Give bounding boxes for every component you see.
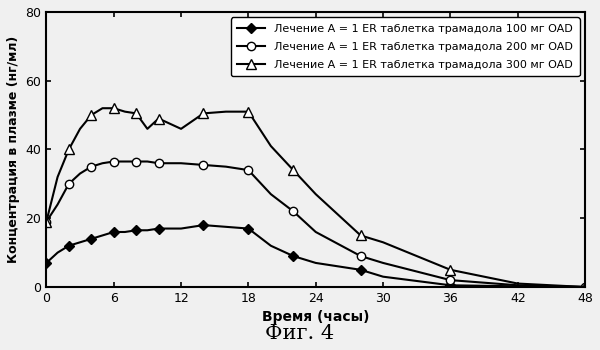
Лечение А = 1 ER таблетка трамадола 100 мг OAD: [178, 226, 185, 231]
Лечение А = 1 ER таблетка трамадола 200 мг OAD: [88, 164, 95, 169]
Лечение А = 1 ER таблетка трамадола 200 мг OAD: [267, 192, 274, 196]
Лечение А = 1 ER таблетка трамадола 300 мг OAD: [76, 127, 83, 131]
Лечение А = 1 ER таблетка трамадола 200 мг OAD: [581, 285, 589, 289]
Лечение А = 1 ER таблетка трамадола 200 мг OAD: [312, 230, 319, 234]
Лечение А = 1 ER таблетка трамадола 100 мг OAD: [267, 244, 274, 248]
Лечение А = 1 ER таблетка трамадола 300 мг OAD: [65, 147, 73, 152]
Лечение А = 1 ER таблетка трамадола 100 мг OAD: [43, 261, 50, 265]
Лечение А = 1 ER таблетка трамадола 200 мг OAD: [447, 278, 454, 282]
Лечение А = 1 ER таблетка трамадола 100 мг OAD: [290, 254, 297, 258]
Лечение А = 1 ER таблетка трамадола 300 мг OAD: [133, 111, 140, 116]
Лечение А = 1 ER таблетка трамадола 300 мг OAD: [581, 285, 589, 289]
Лечение А = 1 ER таблетка трамадола 100 мг OAD: [245, 226, 252, 231]
Лечение А = 1 ER таблетка трамадола 300 мг OAD: [290, 168, 297, 172]
Лечение А = 1 ER таблетка трамадола 100 мг OAD: [54, 251, 61, 255]
Лечение А = 1 ER таблетка трамадола 200 мг OAD: [155, 161, 162, 165]
Text: Фиг. 4: Фиг. 4: [265, 324, 335, 343]
Лечение А = 1 ER таблетка трамадола 100 мг OAD: [144, 228, 151, 232]
Лечение А = 1 ER таблетка трамадола 200 мг OAD: [379, 261, 386, 265]
Лечение А = 1 ER таблетка трамадола 200 мг OAD: [200, 163, 207, 167]
Line: Лечение А = 1 ER таблетка трамадола 200 мг OAD: Лечение А = 1 ER таблетка трамадола 200 …: [42, 158, 589, 291]
Лечение А = 1 ER таблетка трамадола 200 мг OAD: [290, 209, 297, 214]
Лечение А = 1 ER таблетка трамадола 200 мг OAD: [54, 202, 61, 206]
Лечение А = 1 ER таблетка трамадола 300 мг OAD: [267, 144, 274, 148]
Лечение А = 1 ER таблетка трамадола 200 мг OAD: [245, 168, 252, 172]
Лечение А = 1 ER таблетка трамадола 200 мг OAD: [133, 159, 140, 163]
X-axis label: Время (часы): Время (часы): [262, 310, 370, 324]
Legend: Лечение А = 1 ER таблетка трамадола 100 мг OAD, Лечение А = 1 ER таблетка трамад: Лечение А = 1 ER таблетка трамадола 100 …: [230, 18, 580, 76]
Y-axis label: Концентрация в плазме (нг/мл): Концентрация в плазме (нг/мл): [7, 36, 20, 263]
Лечение А = 1 ER таблетка трамадола 300 мг OAD: [54, 175, 61, 179]
Line: Лечение А = 1 ER таблетка трамадола 100 мг OAD: Лечение А = 1 ER таблетка трамадола 100 …: [43, 222, 589, 290]
Лечение А = 1 ER таблетка трамадола 200 мг OAD: [514, 283, 521, 287]
Line: Лечение А = 1 ER таблетка трамадола 300 мг OAD: Лечение А = 1 ER таблетка трамадола 300 …: [41, 103, 590, 292]
Лечение А = 1 ER таблетка трамадола 300 мг OAD: [357, 233, 364, 238]
Лечение А = 1 ER таблетка трамадола 200 мг OAD: [121, 159, 128, 163]
Лечение А = 1 ER таблетка трамадола 200 мг OAD: [178, 161, 185, 165]
Лечение А = 1 ER таблетка трамадола 100 мг OAD: [110, 230, 118, 234]
Лечение А = 1 ER таблетка трамадола 300 мг OAD: [447, 268, 454, 272]
Лечение А = 1 ER таблетка трамадола 300 мг OAD: [88, 113, 95, 117]
Лечение А = 1 ER таблетка трамадола 300 мг OAD: [110, 106, 118, 110]
Лечение А = 1 ER таблетка трамадола 300 мг OAD: [178, 127, 185, 131]
Лечение А = 1 ER таблетка трамадола 100 мг OAD: [223, 225, 230, 229]
Лечение А = 1 ER таблетка трамадола 200 мг OAD: [223, 164, 230, 169]
Лечение А = 1 ER таблетка трамадола 100 мг OAD: [88, 237, 95, 241]
Лечение А = 1 ER таблетка трамадола 300 мг OAD: [223, 110, 230, 114]
Лечение А = 1 ER таблетка трамадола 200 мг OAD: [110, 159, 118, 163]
Лечение А = 1 ER таблетка трамадола 300 мг OAD: [99, 106, 106, 110]
Лечение А = 1 ER таблетка трамадола 100 мг OAD: [65, 244, 73, 248]
Лечение А = 1 ER таблетка трамадола 100 мг OAD: [155, 226, 162, 231]
Лечение А = 1 ER таблетка трамадола 300 мг OAD: [312, 192, 319, 196]
Лечение А = 1 ER таблетка трамадола 300 мг OAD: [200, 111, 207, 116]
Лечение А = 1 ER таблетка трамадола 200 мг OAD: [76, 172, 83, 176]
Лечение А = 1 ER таблетка трамадола 100 мг OAD: [447, 283, 454, 287]
Лечение А = 1 ER таблетка трамадола 300 мг OAD: [144, 127, 151, 131]
Лечение А = 1 ER таблетка трамадола 300 мг OAD: [155, 117, 162, 121]
Лечение А = 1 ER таблетка трамадола 200 мг OAD: [65, 182, 73, 186]
Лечение А = 1 ER таблетка трамадола 100 мг OAD: [357, 268, 364, 272]
Лечение А = 1 ER таблетка трамадола 100 мг OAD: [379, 275, 386, 279]
Лечение А = 1 ER таблетка трамадола 100 мг OAD: [514, 284, 521, 288]
Лечение А = 1 ER таблетка трамадола 200 мг OAD: [144, 159, 151, 163]
Лечение А = 1 ER таблетка трамадола 200 мг OAD: [357, 254, 364, 258]
Лечение А = 1 ER таблетка трамадола 100 мг OAD: [581, 285, 589, 289]
Лечение А = 1 ER таблетка трамадола 200 мг OAD: [99, 161, 106, 165]
Лечение А = 1 ER таблетка трамадола 100 мг OAD: [121, 230, 128, 234]
Лечение А = 1 ER таблетка трамадола 300 мг OAD: [379, 240, 386, 244]
Лечение А = 1 ER таблетка трамадола 100 мг OAD: [200, 223, 207, 227]
Лечение А = 1 ER таблетка трамадола 300 мг OAD: [514, 281, 521, 286]
Лечение А = 1 ER таблетка трамадола 100 мг OAD: [99, 233, 106, 238]
Лечение А = 1 ER таблетка трамадола 300 мг OAD: [43, 219, 50, 224]
Лечение А = 1 ER таблетка трамадола 300 мг OAD: [121, 110, 128, 114]
Лечение А = 1 ER таблетка трамадола 100 мг OAD: [76, 240, 83, 244]
Лечение А = 1 ER таблетка трамадола 200 мг OAD: [43, 219, 50, 224]
Лечение А = 1 ER таблетка трамадола 100 мг OAD: [133, 228, 140, 232]
Лечение А = 1 ER таблетка трамадола 100 мг OAD: [312, 261, 319, 265]
Лечение А = 1 ER таблетка трамадола 300 мг OAD: [245, 110, 252, 114]
